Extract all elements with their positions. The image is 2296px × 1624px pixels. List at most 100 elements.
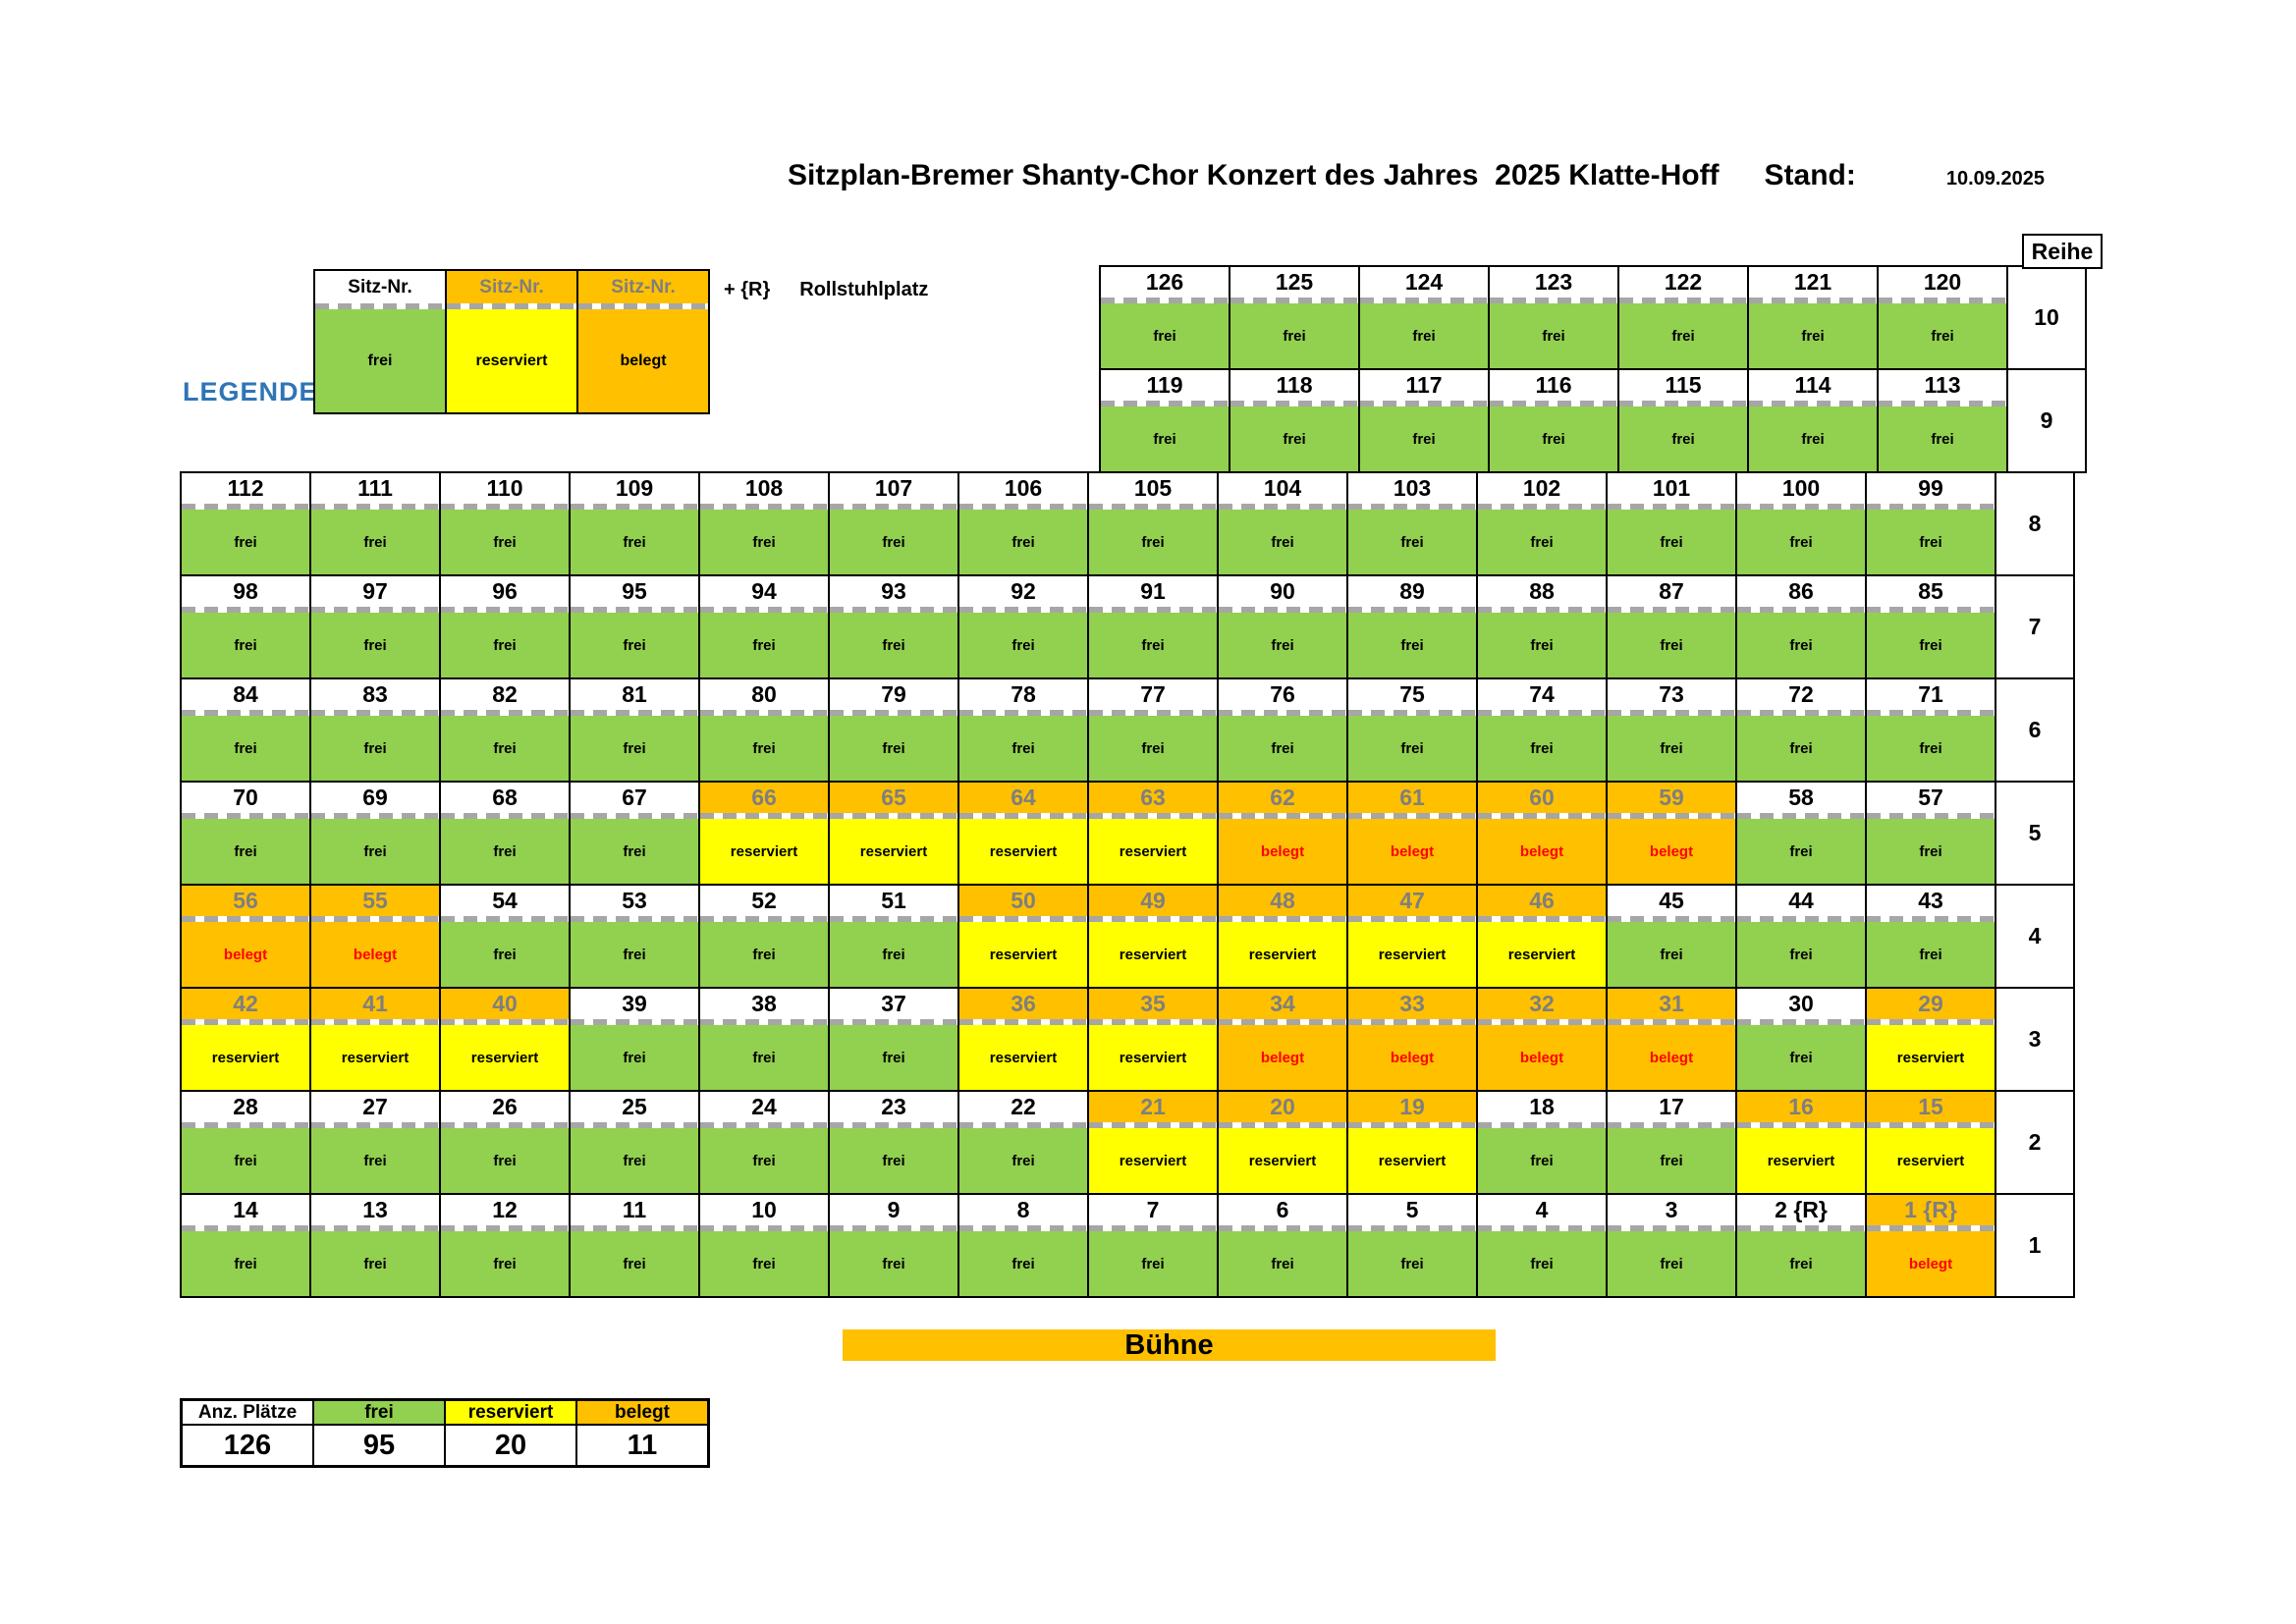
seat-79[interactable]: 79 frei: [828, 677, 959, 783]
seat-100[interactable]: 100 frei: [1735, 471, 1867, 576]
seat-39[interactable]: 39 frei: [569, 987, 700, 1092]
seat-51[interactable]: 51 frei: [828, 884, 959, 989]
seat-5[interactable]: 5 frei: [1346, 1193, 1478, 1298]
seat-18[interactable]: 18 frei: [1476, 1090, 1608, 1195]
seat-53[interactable]: 53 frei: [569, 884, 700, 989]
seat-35[interactable]: 35 reserviert: [1087, 987, 1219, 1092]
seat-112[interactable]: 112 frei: [180, 471, 311, 576]
seat-89[interactable]: 89 frei: [1346, 574, 1478, 679]
seat-78[interactable]: 78 frei: [957, 677, 1089, 783]
seat-92[interactable]: 92 frei: [957, 574, 1089, 679]
seat-113[interactable]: 113 frei: [1877, 368, 2008, 473]
seat-49[interactable]: 49 reserviert: [1087, 884, 1219, 989]
seat-123[interactable]: 123 frei: [1488, 265, 1619, 370]
seat-58[interactable]: 58 frei: [1735, 781, 1867, 886]
seat-125[interactable]: 125 frei: [1229, 265, 1360, 370]
seat-74[interactable]: 74 frei: [1476, 677, 1608, 783]
seat-47[interactable]: 47 reserviert: [1346, 884, 1478, 989]
seat-93[interactable]: 93 frei: [828, 574, 959, 679]
seat-97[interactable]: 97 frei: [309, 574, 441, 679]
seat-70[interactable]: 70 frei: [180, 781, 311, 886]
seat-80[interactable]: 80 frei: [698, 677, 830, 783]
seat-61[interactable]: 61 belegt: [1346, 781, 1478, 886]
seat-108[interactable]: 108 frei: [698, 471, 830, 576]
seat-71[interactable]: 71 frei: [1865, 677, 1996, 783]
seat-99[interactable]: 99 frei: [1865, 471, 1996, 576]
seat-2[interactable]: 2 {R} frei: [1735, 1193, 1867, 1298]
seat-11[interactable]: 11 frei: [569, 1193, 700, 1298]
seat-52[interactable]: 52 frei: [698, 884, 830, 989]
seat-98[interactable]: 98 frei: [180, 574, 311, 679]
seat-4[interactable]: 4 frei: [1476, 1193, 1608, 1298]
seat-29[interactable]: 29 reserviert: [1865, 987, 1996, 1092]
seat-104[interactable]: 104 frei: [1217, 471, 1348, 576]
seat-27[interactable]: 27 frei: [309, 1090, 441, 1195]
seat-50[interactable]: 50 reserviert: [957, 884, 1089, 989]
seat-26[interactable]: 26 frei: [439, 1090, 571, 1195]
seat-65[interactable]: 65 reserviert: [828, 781, 959, 886]
seat-8[interactable]: 8 frei: [957, 1193, 1089, 1298]
seat-110[interactable]: 110 frei: [439, 471, 571, 576]
seat-106[interactable]: 106 frei: [957, 471, 1089, 576]
seat-22[interactable]: 22 frei: [957, 1090, 1089, 1195]
seat-3[interactable]: 3 frei: [1606, 1193, 1737, 1298]
seat-67[interactable]: 67 frei: [569, 781, 700, 886]
seat-21[interactable]: 21 reserviert: [1087, 1090, 1219, 1195]
seat-33[interactable]: 33 belegt: [1346, 987, 1478, 1092]
seat-95[interactable]: 95 frei: [569, 574, 700, 679]
seat-63[interactable]: 63 reserviert: [1087, 781, 1219, 886]
seat-37[interactable]: 37 frei: [828, 987, 959, 1092]
seat-9[interactable]: 9 frei: [828, 1193, 959, 1298]
seat-121[interactable]: 121 frei: [1747, 265, 1879, 370]
seat-107[interactable]: 107 frei: [828, 471, 959, 576]
seat-16[interactable]: 16 reserviert: [1735, 1090, 1867, 1195]
seat-126[interactable]: 126 frei: [1099, 265, 1230, 370]
seat-72[interactable]: 72 frei: [1735, 677, 1867, 783]
seat-15[interactable]: 15 reserviert: [1865, 1090, 1996, 1195]
seat-59[interactable]: 59 belegt: [1606, 781, 1737, 886]
seat-23[interactable]: 23 frei: [828, 1090, 959, 1195]
seat-122[interactable]: 122 frei: [1617, 265, 1749, 370]
seat-64[interactable]: 64 reserviert: [957, 781, 1089, 886]
seat-109[interactable]: 109 frei: [569, 471, 700, 576]
seat-118[interactable]: 118 frei: [1229, 368, 1360, 473]
seat-73[interactable]: 73 frei: [1606, 677, 1737, 783]
seat-111[interactable]: 111 frei: [309, 471, 441, 576]
seat-48[interactable]: 48 reserviert: [1217, 884, 1348, 989]
seat-88[interactable]: 88 frei: [1476, 574, 1608, 679]
seat-115[interactable]: 115 frei: [1617, 368, 1749, 473]
seat-90[interactable]: 90 frei: [1217, 574, 1348, 679]
seat-30[interactable]: 30 frei: [1735, 987, 1867, 1092]
seat-76[interactable]: 76 frei: [1217, 677, 1348, 783]
seat-43[interactable]: 43 frei: [1865, 884, 1996, 989]
seat-45[interactable]: 45 frei: [1606, 884, 1737, 989]
seat-117[interactable]: 117 frei: [1358, 368, 1490, 473]
seat-24[interactable]: 24 frei: [698, 1090, 830, 1195]
seat-44[interactable]: 44 frei: [1735, 884, 1867, 989]
seat-75[interactable]: 75 frei: [1346, 677, 1478, 783]
seat-87[interactable]: 87 frei: [1606, 574, 1737, 679]
seat-56[interactable]: 56 belegt: [180, 884, 311, 989]
seat-38[interactable]: 38 frei: [698, 987, 830, 1092]
seat-57[interactable]: 57 frei: [1865, 781, 1996, 886]
seat-94[interactable]: 94 frei: [698, 574, 830, 679]
seat-85[interactable]: 85 frei: [1865, 574, 1996, 679]
seat-19[interactable]: 19 reserviert: [1346, 1090, 1478, 1195]
seat-28[interactable]: 28 frei: [180, 1090, 311, 1195]
seat-124[interactable]: 124 frei: [1358, 265, 1490, 370]
seat-114[interactable]: 114 frei: [1747, 368, 1879, 473]
seat-84[interactable]: 84 frei: [180, 677, 311, 783]
seat-32[interactable]: 32 belegt: [1476, 987, 1608, 1092]
seat-7[interactable]: 7 frei: [1087, 1193, 1219, 1298]
seat-105[interactable]: 105 frei: [1087, 471, 1219, 576]
seat-34[interactable]: 34 belegt: [1217, 987, 1348, 1092]
seat-1[interactable]: 1 {R} belegt: [1865, 1193, 1996, 1298]
seat-101[interactable]: 101 frei: [1606, 471, 1737, 576]
seat-120[interactable]: 120 frei: [1877, 265, 2008, 370]
seat-41[interactable]: 41 reserviert: [309, 987, 441, 1092]
seat-42[interactable]: 42 reserviert: [180, 987, 311, 1092]
seat-96[interactable]: 96 frei: [439, 574, 571, 679]
seat-82[interactable]: 82 frei: [439, 677, 571, 783]
seat-77[interactable]: 77 frei: [1087, 677, 1219, 783]
seat-20[interactable]: 20 reserviert: [1217, 1090, 1348, 1195]
